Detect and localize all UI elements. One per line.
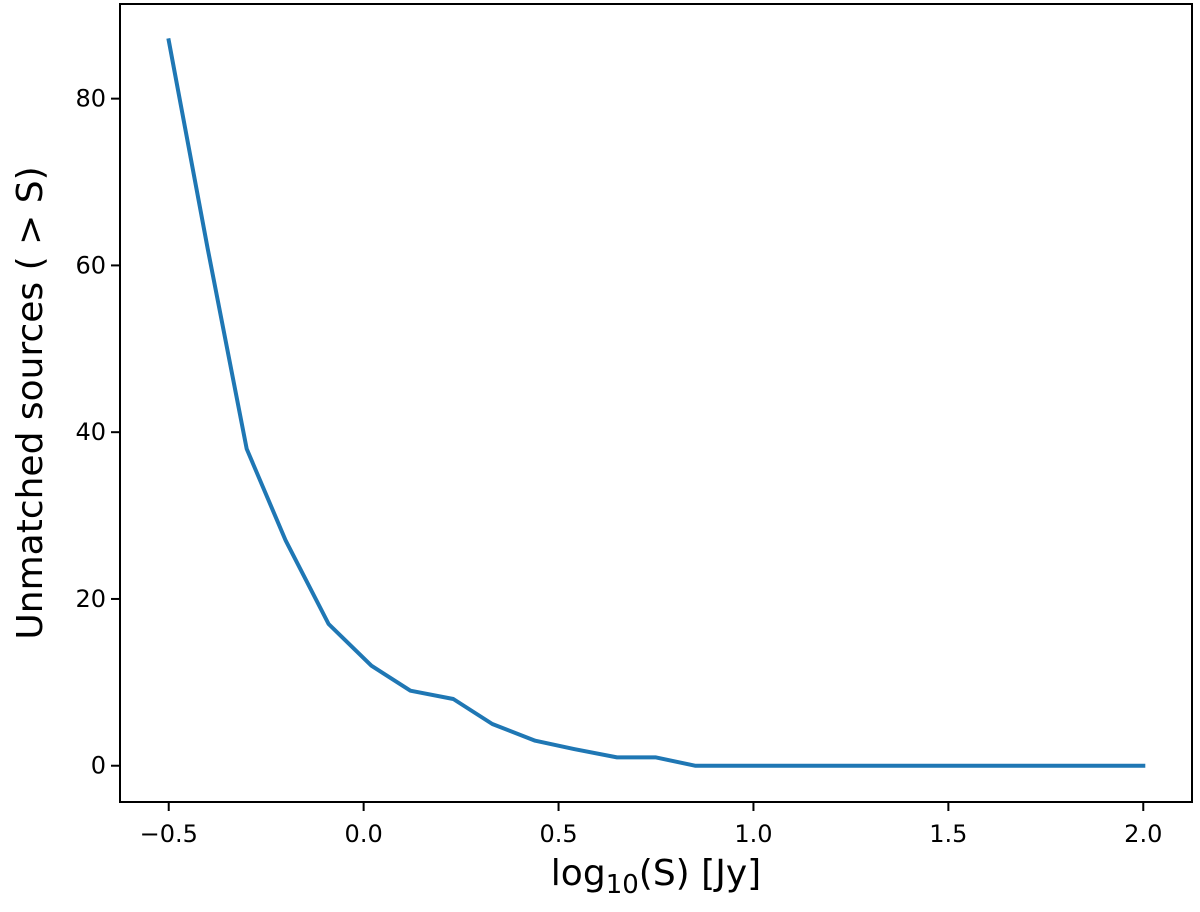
x-tick-label: 0.0 [345, 820, 383, 848]
x-axis-label: log10(S) [Jy] [551, 853, 761, 900]
y-axis-label: Unmatched sources ( > S) [10, 166, 51, 639]
plot-area [120, 4, 1192, 802]
y-tick-label: 20 [75, 585, 106, 613]
y-tick-label: 80 [75, 85, 106, 113]
y-tick-label: 40 [75, 418, 106, 446]
y-tick-label: 60 [75, 251, 106, 279]
x-tick-label: 1.0 [734, 820, 772, 848]
series-line [166, 37, 1146, 768]
x-tick-label: 0.5 [539, 820, 577, 848]
plot-frame [119, 3, 1193, 803]
x-tick-label: 1.5 [929, 820, 967, 848]
x-axis: −0.5 0.0 0.5 1.0 1.5 2.0 [140, 802, 1162, 848]
x-tick-label: 2.0 [1124, 820, 1162, 848]
y-tick-label: 0 [91, 752, 106, 780]
y-axis: 0 20 40 60 80 [75, 85, 120, 780]
x-tick-label: −0.5 [140, 820, 198, 848]
